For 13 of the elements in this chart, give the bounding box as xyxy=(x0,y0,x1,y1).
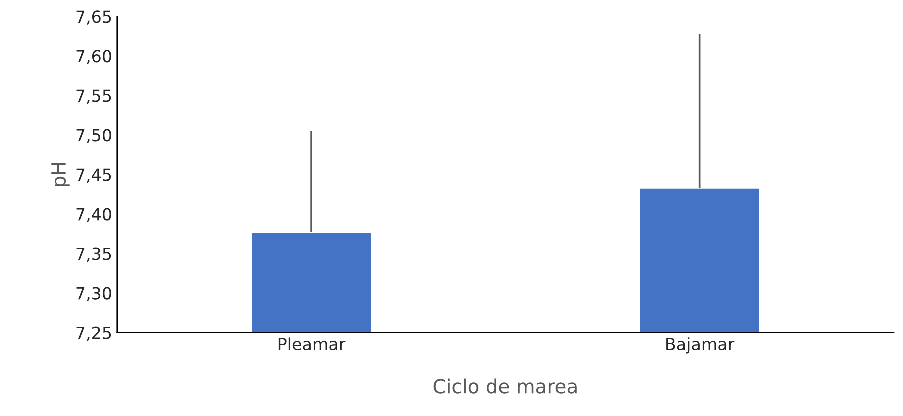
y-tick-label: 7,50 xyxy=(76,129,112,144)
y-tick-label: 7,60 xyxy=(76,50,112,64)
x-axis-title: Ciclo de marea xyxy=(434,378,577,394)
x-tick-label: Bajamar xyxy=(666,338,735,354)
y-axis-title: pH xyxy=(52,163,70,186)
y-tick-label: 7,25 xyxy=(76,326,112,342)
y-tick-label: 7,30 xyxy=(76,287,112,302)
y-tick-label: 7,45 xyxy=(76,168,112,183)
x-tick-label: Pleamar xyxy=(278,338,346,351)
y-tick-label: 7,35 xyxy=(76,248,112,262)
y-tick-label: 7,65 xyxy=(76,10,112,25)
y-tick-label: 7,40 xyxy=(76,208,112,223)
y-tick-label: 7,55 xyxy=(76,90,112,104)
